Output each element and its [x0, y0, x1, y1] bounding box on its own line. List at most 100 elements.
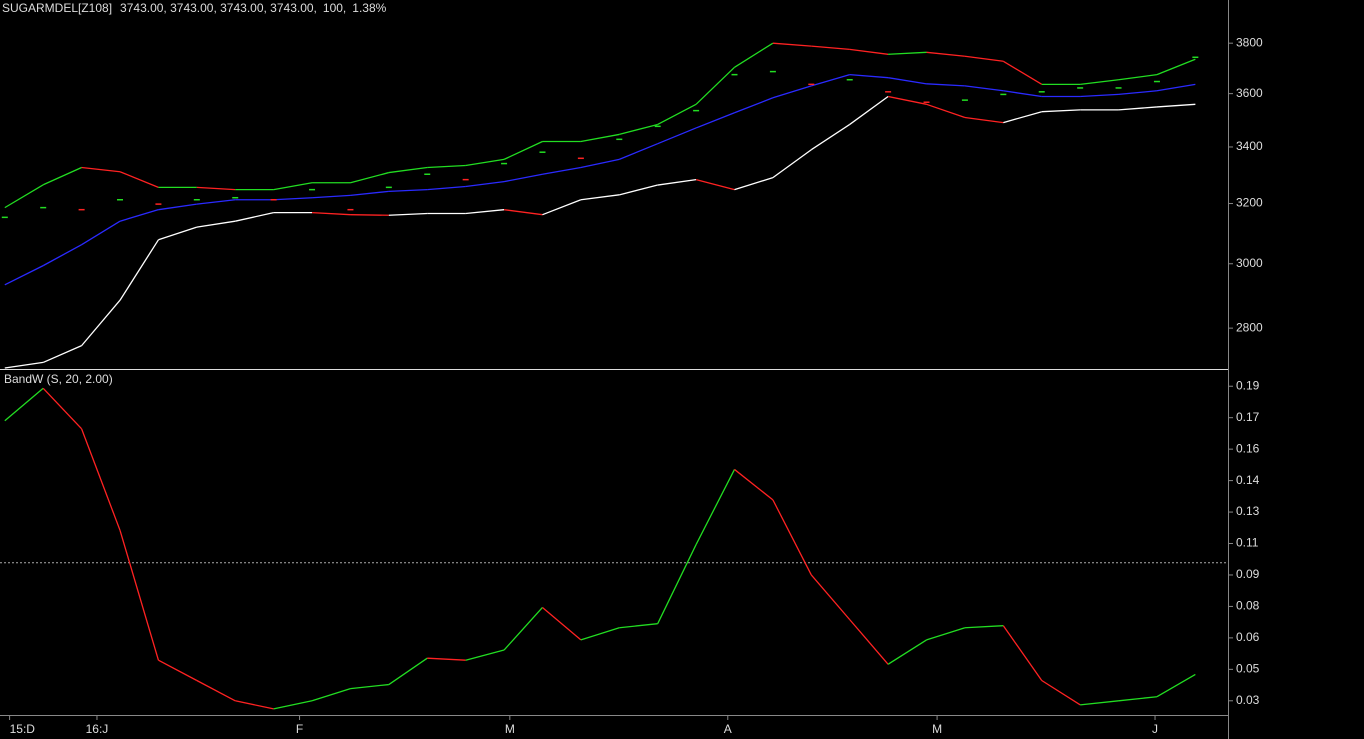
y-tick-label: 3600: [1236, 86, 1263, 100]
line-segment: [1003, 111, 1042, 124]
line-segment: [1156, 83, 1196, 92]
y-tick-label: 0.16: [1236, 441, 1260, 455]
y-tick-label: 0.17: [1236, 410, 1260, 424]
line-segment: [811, 45, 850, 50]
line-segment: [657, 127, 697, 145]
line-segment: [388, 657, 428, 686]
line-segment: [158, 203, 197, 211]
line-segment: [695, 66, 735, 105]
line-segment: [158, 226, 198, 241]
line-segment: [1118, 696, 1158, 702]
line-segment: [235, 700, 274, 710]
line-segment: [580, 194, 620, 201]
line-segment: [465, 180, 505, 188]
line-segment: [619, 123, 658, 136]
line-segment: [888, 51, 927, 55]
line-segment: [273, 182, 313, 191]
line-segment: [427, 185, 466, 191]
y-tick-label: 0.13: [1236, 504, 1260, 518]
line-segment: [465, 209, 505, 215]
x-tick-label: M: [505, 722, 515, 736]
line-segment: [1080, 700, 1119, 706]
line-segment: [350, 190, 389, 197]
line-segment: [1002, 625, 1043, 681]
line-segment: [926, 103, 966, 119]
y-tick-label: 0.06: [1236, 630, 1260, 644]
y-tick-label: 0.19: [1236, 378, 1260, 392]
line-segment: [849, 48, 889, 55]
line-segment: [657, 103, 697, 126]
line-segment: [1118, 106, 1157, 111]
line-segment: [580, 627, 620, 641]
line-segment: [503, 173, 543, 183]
line-segment: [158, 659, 198, 682]
line-segment: [580, 133, 620, 143]
x-tick-label: M: [932, 722, 942, 736]
line-segment: [196, 679, 236, 702]
line-segment: [4, 361, 44, 369]
y-tick-label: 3000: [1236, 256, 1263, 270]
x-tick-label: F: [296, 722, 303, 736]
line-segment: [465, 649, 505, 661]
line-segment: [1118, 90, 1158, 96]
line-segment: [42, 166, 82, 186]
line-segment: [619, 623, 658, 629]
line-segment: [1080, 79, 1119, 85]
line-segment: [542, 166, 581, 175]
line-segment: [503, 140, 543, 160]
line-segment: [81, 220, 121, 246]
line-segment: [772, 42, 812, 47]
y-tick-label: 0.09: [1236, 567, 1260, 581]
line-segment: [734, 97, 774, 114]
line-segment: [887, 95, 927, 105]
line-segment: [772, 85, 812, 99]
volume: 100,: [323, 1, 346, 15]
y-tick-label: 0.11: [1236, 536, 1259, 550]
line-segment: [119, 209, 159, 222]
y-tick-label: 0.14: [1236, 473, 1260, 487]
x-tick-label: A: [724, 722, 732, 736]
y-tick-label: 3800: [1236, 35, 1263, 49]
line-segment: [1041, 679, 1081, 706]
line-segment: [312, 194, 351, 199]
line-segment: [811, 74, 850, 87]
line-segment: [196, 199, 236, 205]
line-segment: [964, 55, 1004, 62]
line-segment: [196, 220, 236, 228]
line-segment: [734, 177, 774, 191]
line-segment: [810, 123, 851, 151]
line-segment: [1003, 90, 1042, 98]
line-segment: [849, 619, 889, 665]
line-segment: [42, 345, 82, 364]
line-segment: [580, 158, 620, 169]
line-segment: [772, 149, 812, 179]
line-segment: [1002, 60, 1043, 85]
line-segment: [388, 166, 428, 174]
line-segment: [964, 625, 1004, 629]
line-segment: [273, 197, 313, 201]
line-segment: [119, 530, 160, 661]
line-segment: [926, 83, 965, 87]
y-tick-label: 0.05: [1236, 662, 1260, 676]
line-segment: [427, 164, 466, 169]
line-segment: [810, 574, 851, 621]
line-segment: [619, 143, 658, 160]
line-segment: [695, 112, 735, 129]
line-segment: [273, 700, 313, 710]
change: 1.38%: [352, 1, 386, 15]
y-tick-label: 3200: [1236, 196, 1263, 210]
x-tick-label: 16:J: [86, 722, 109, 736]
line-segment: [1118, 74, 1158, 81]
line-segment: [772, 499, 812, 576]
y-tick-label: 2800: [1236, 320, 1263, 334]
chart-title: SUGARMDEL[Z108]: [2, 1, 112, 15]
line-segment: [849, 95, 889, 125]
line-segment: [964, 116, 1004, 124]
x-tick-label: J: [1152, 722, 1158, 736]
line-segment: [81, 299, 121, 347]
line-segment: [81, 428, 121, 531]
line-segment: [119, 171, 159, 188]
line-segment: [926, 51, 965, 57]
